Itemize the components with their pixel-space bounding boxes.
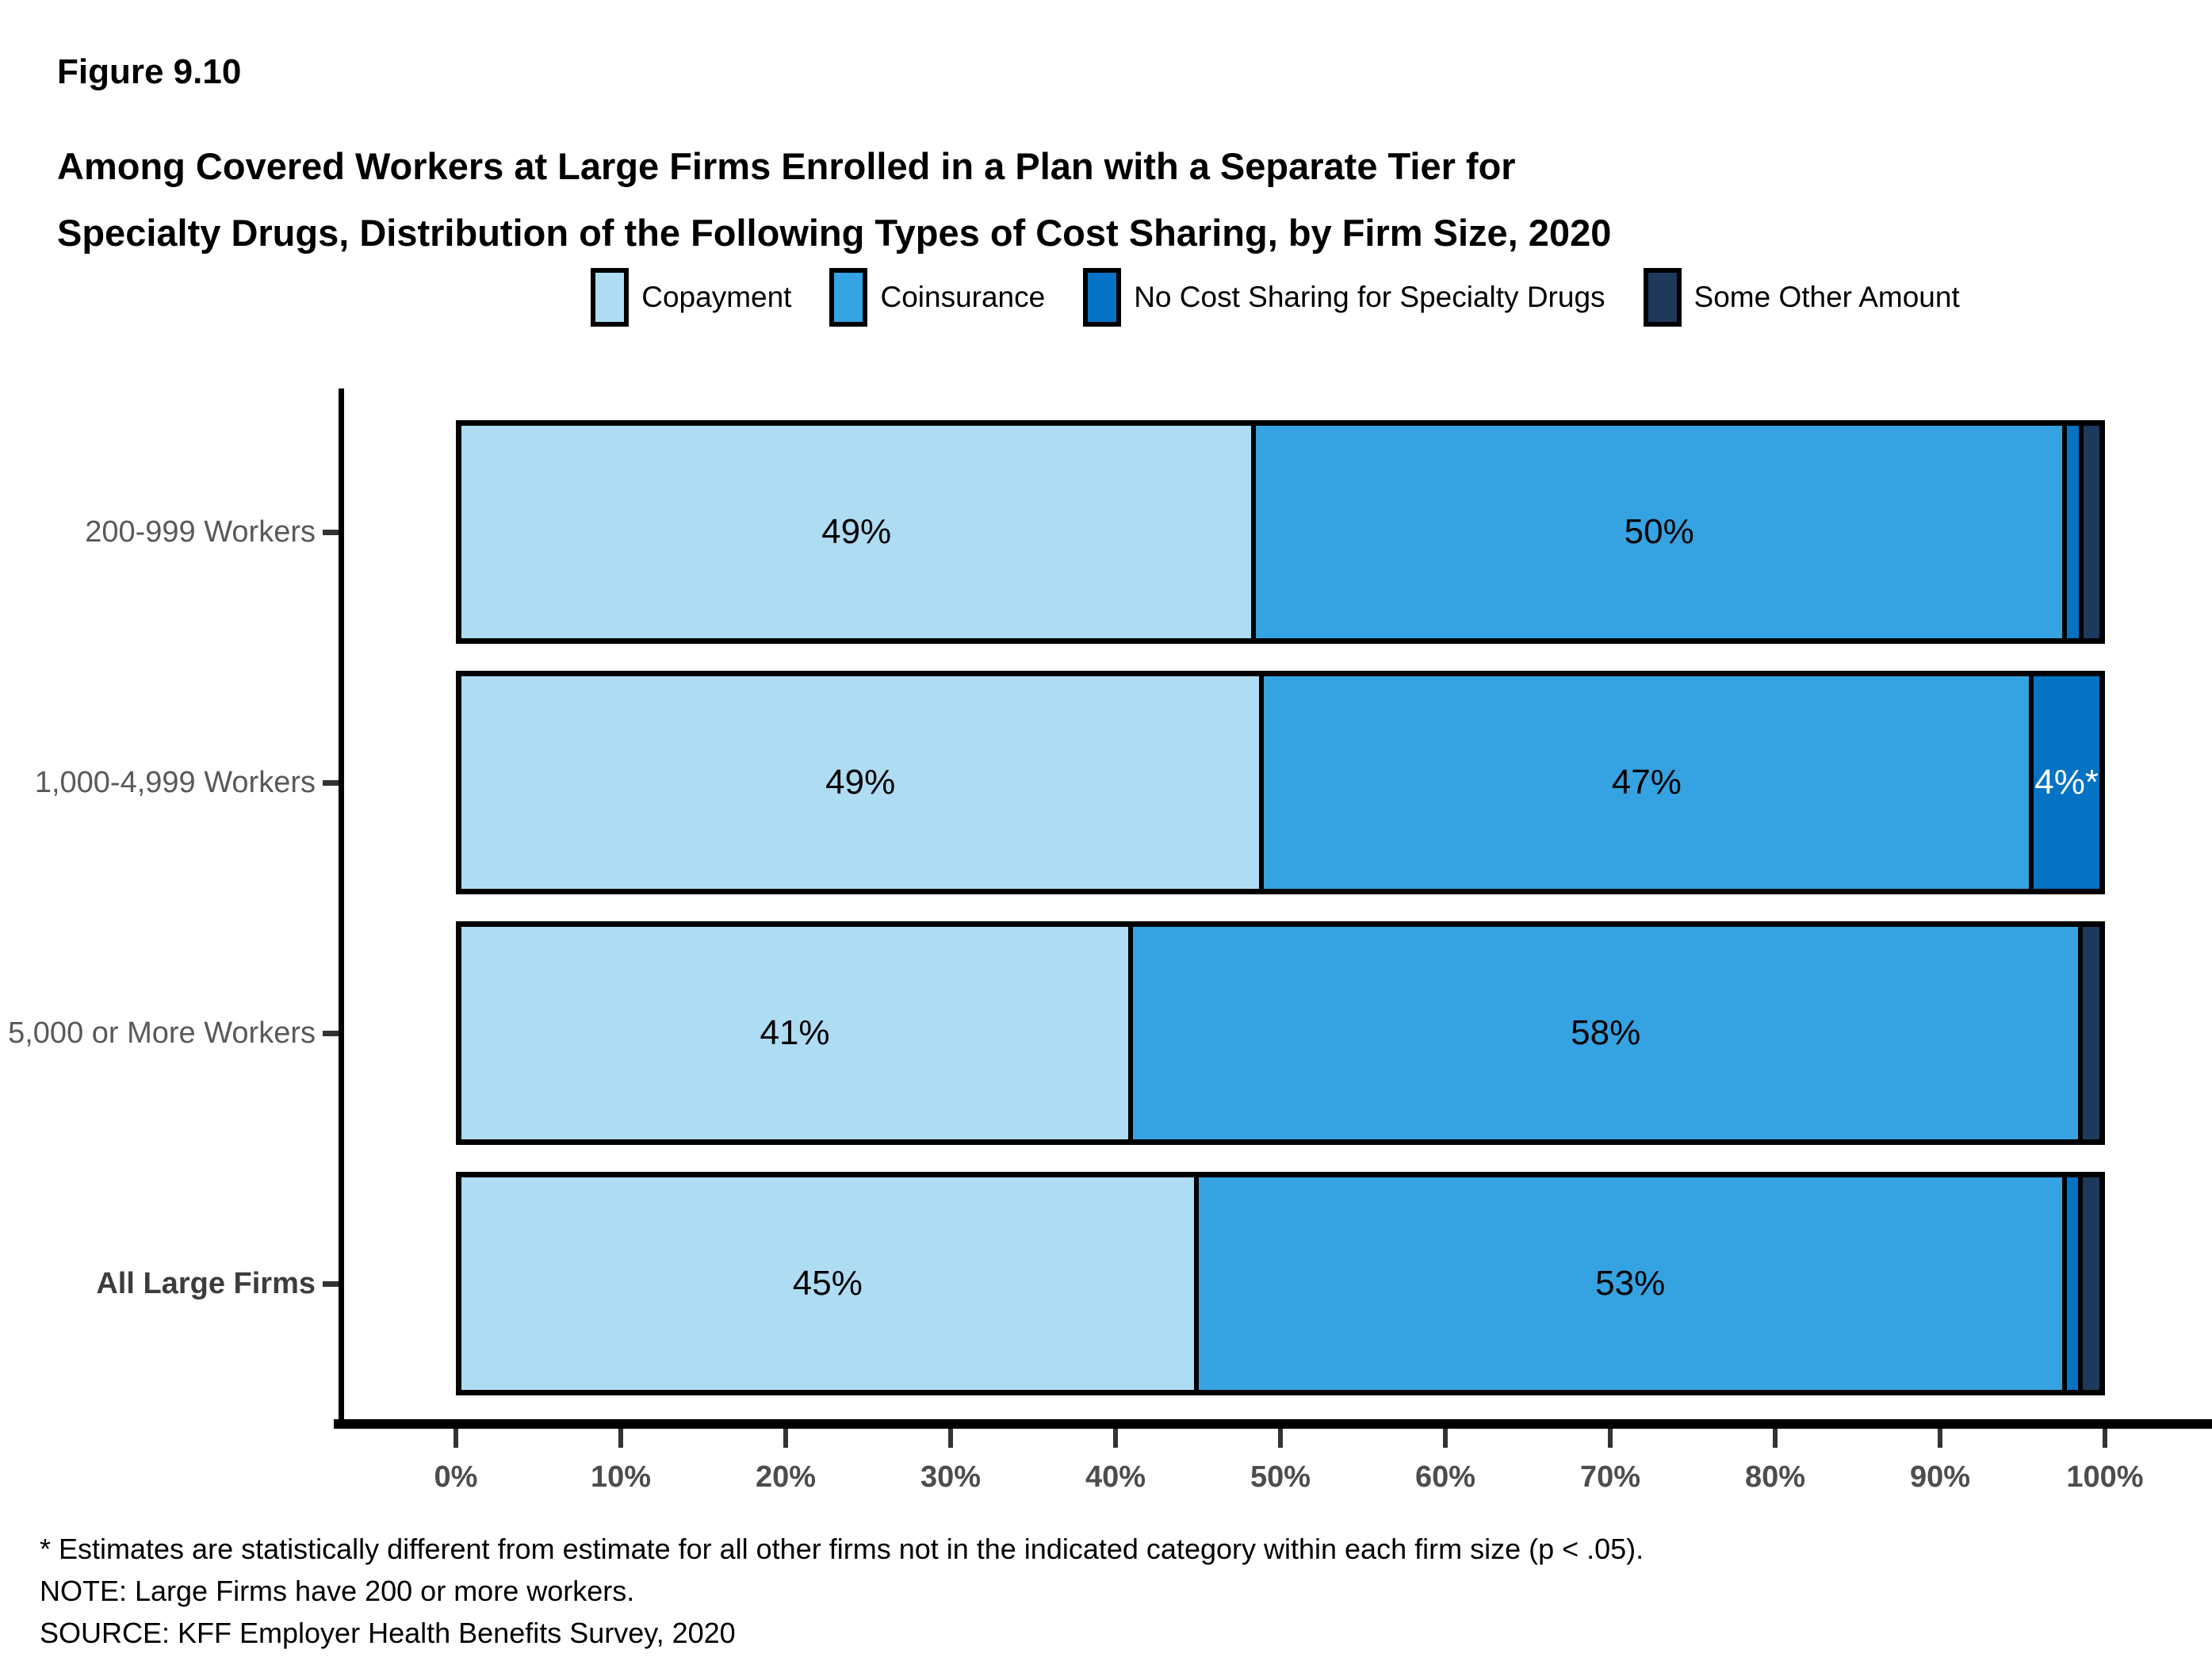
x-axis-tick — [1773, 1429, 1778, 1448]
bar-segment-coinsurance: 53% — [1198, 1177, 2067, 1390]
bar-segment-value: 47% — [1611, 763, 1682, 802]
legend-label: Copayment — [641, 281, 792, 313]
bar-segment-value: 49% — [821, 512, 892, 551]
stacked-bar-row: 41% 58% — [456, 921, 2105, 1145]
chart-title-line1: Among Covered Workers at Large Firms Enr… — [57, 145, 1516, 187]
y-axis-label: All Large Firms — [96, 1266, 316, 1300]
x-axis-tick — [1113, 1429, 1118, 1448]
legend-label: Coinsurance — [880, 281, 1046, 313]
legend-item-1: Copayment — [591, 268, 791, 327]
x-axis-tick — [1608, 1429, 1613, 1448]
y-axis-label: 5,000 or More Workers — [8, 1016, 316, 1050]
bar-segment-value: 58% — [1571, 1013, 1641, 1052]
stacked-bar-row: 45% 53% — [456, 1172, 2105, 1395]
x-axis-tick — [783, 1429, 788, 1448]
x-axis-tick-label: 90% — [1909, 1460, 1971, 1494]
x-axis-tick-label: 30% — [920, 1460, 982, 1494]
x-axis-tick — [1443, 1429, 1448, 1448]
legend-label: No Cost Sharing for Specialty Drugs — [1134, 281, 1605, 313]
footnote-note: NOTE: Large Firms have 200 or more worke… — [40, 1575, 635, 1607]
footnote-source: SOURCE: KFF Employer Health Benefits Sur… — [40, 1617, 736, 1649]
x-axis-tick-label: 40% — [1085, 1460, 1146, 1494]
bar-segment-some-other-amount — [2083, 426, 2099, 638]
x-axis-tick-label: 20% — [755, 1460, 817, 1494]
legend-item-3: No Cost Sharing for Specialty Drugs — [1083, 268, 1605, 327]
x-axis-tick-label: 70% — [1579, 1460, 1641, 1494]
bar-segment-value: 49% — [825, 763, 896, 802]
x-axis-tick-label: 10% — [590, 1460, 652, 1494]
bar-segment-copayment: 45% — [461, 1177, 1199, 1390]
chart-title: Among Covered Workers at Large Firms Enr… — [57, 133, 1611, 266]
bar-segment-some-other-amount — [2083, 927, 2099, 1139]
bar-segment-no-cost-sharing-for-specialty-drugs: 4%* — [2034, 676, 2099, 889]
x-axis-tick — [948, 1429, 953, 1448]
x-axis-tick-label: 60% — [1414, 1460, 1476, 1494]
y-axis-label: 200-999 Workers — [85, 515, 316, 549]
bar-segment-value: 4%* — [2034, 763, 2099, 802]
plot-area: 200-999 Workers 49% 50% 1,000-4,999 Workers… — [0, 388, 2212, 1514]
x-axis-tick-label: 80% — [1744, 1460, 1806, 1494]
bar-segment-value: 53% — [1595, 1264, 1666, 1303]
legend-swatch-icon — [829, 268, 868, 327]
y-axis-tick — [323, 530, 339, 535]
stacked-bar-row: 49% 50% — [456, 420, 2105, 644]
figure-number: Figure 9.10 — [57, 52, 242, 91]
legend-swatch-icon — [1083, 268, 1122, 327]
bar-segment-no-cost-sharing-for-specialty-drugs — [2067, 426, 2084, 638]
bar-segment-some-other-amount — [2083, 1177, 2099, 1390]
footnotes: * Estimates are statistically different … — [40, 1529, 1644, 1655]
bar-segment-coinsurance: 50% — [1256, 426, 2068, 638]
footnote-significance: * Estimates are statistically different … — [40, 1533, 1644, 1565]
legend-item-4: Some Other Amount — [1643, 268, 1960, 327]
bar-segment-coinsurance: 58% — [1133, 927, 2084, 1139]
legend-label: Some Other Amount — [1693, 281, 1960, 313]
bar-segment-value: 41% — [760, 1013, 830, 1052]
bar-segment-copayment: 41% — [461, 927, 1134, 1139]
y-axis-tick — [323, 1281, 339, 1287]
chart-title-line2: Specialty Drugs, Distribution of the Fol… — [57, 212, 1612, 254]
x-axis-tick-label: 50% — [1250, 1460, 1311, 1494]
bar-segment-value: 50% — [1624, 512, 1694, 551]
x-axis-tick — [2103, 1429, 2107, 1448]
x-axis-tick — [1278, 1429, 1283, 1448]
bar-segment-no-cost-sharing-for-specialty-drugs — [2066, 1177, 2084, 1390]
x-axis-tick — [453, 1429, 458, 1448]
bar-segment-copayment: 49% — [461, 426, 1257, 638]
x-axis-tick-label: 100% — [2066, 1460, 2144, 1494]
legend-swatch-icon — [1643, 268, 1682, 327]
x-axis-tick-label: 0% — [434, 1460, 478, 1494]
legend-swatch-icon — [591, 268, 630, 327]
y-axis-line — [339, 388, 344, 1419]
y-axis-tick — [323, 780, 339, 786]
x-axis-tick — [618, 1429, 623, 1448]
x-axis-tick — [1938, 1429, 1942, 1448]
x-axis-line — [334, 1419, 2212, 1429]
legend: Copayment Coinsurance No Cost Sharing for … — [339, 268, 2212, 327]
y-axis-label: 1,000-4,999 Workers — [34, 765, 316, 799]
bar-segment-copayment: 49% — [461, 676, 1265, 889]
y-axis-tick — [323, 1031, 339, 1036]
legend-item-2: Coinsurance — [829, 268, 1045, 327]
bar-segment-coinsurance: 47% — [1264, 676, 2034, 889]
bar-segment-value: 45% — [792, 1264, 863, 1303]
stacked-bar-row: 49% 47% 4%* — [456, 671, 2105, 894]
